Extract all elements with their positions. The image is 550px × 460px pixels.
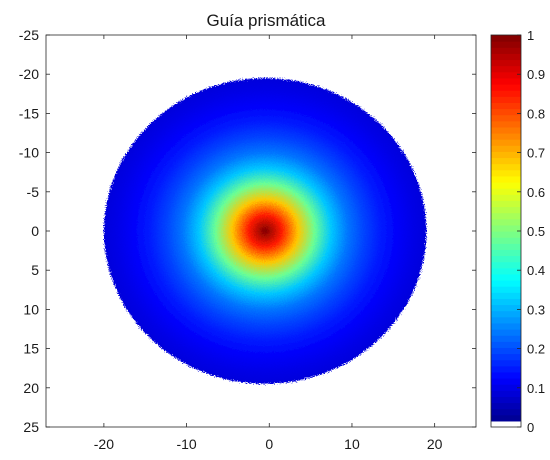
colorbar-band: [491, 47, 521, 54]
y-tick-label: 15: [23, 341, 39, 357]
colorbar-band: [491, 420, 521, 428]
colorbar-band: [491, 53, 521, 61]
colorbar-band: [491, 414, 521, 422]
colorbar-band: [491, 90, 521, 97]
colorbar-band: [491, 206, 521, 214]
colorbar-band: [491, 255, 521, 263]
colorbar-tick-label: 0.8: [527, 106, 545, 121]
colorbar-band: [491, 182, 521, 189]
colorbar-band: [491, 231, 521, 238]
colorbar-band: [491, 59, 521, 67]
intensity-spot: [103, 78, 427, 384]
colorbar-tick-label: 0.9: [527, 67, 545, 82]
colorbar-band: [491, 396, 521, 404]
colorbar-band: [491, 71, 521, 79]
colorbar-band: [491, 65, 521, 73]
x-tick-label: -20: [94, 436, 114, 452]
colorbar-band: [491, 200, 521, 208]
colorbar-band: [491, 273, 521, 281]
y-axis: -25 -20 -15 -10 -5 0 5 10 15 20 25: [19, 27, 476, 435]
x-tick-label: 20: [427, 436, 443, 452]
colorbar-band: [491, 298, 521, 306]
colorbar-band: [491, 114, 521, 122]
colorbar-band: [491, 390, 521, 397]
colorbar-band: [491, 145, 521, 152]
colorbar-band: [491, 261, 521, 269]
y-tick-label: 5: [31, 262, 39, 278]
colorbar-band: [491, 365, 521, 373]
colorbar-band: [491, 329, 521, 336]
colorbar-band: [491, 151, 521, 159]
colorbar-band: [491, 237, 521, 244]
chart-title: Guía prismática: [206, 11, 326, 30]
colorbar-band: [491, 108, 521, 116]
colorbar-band: [491, 102, 521, 110]
y-tick-label: 10: [23, 301, 39, 317]
colorbar-band: [491, 212, 521, 220]
colorbar-band: [491, 335, 521, 342]
colorbar-tick-label: 0: [527, 420, 534, 435]
colorbar-band: [491, 77, 521, 85]
colorbar-band: [491, 371, 521, 379]
colorbar-band: [491, 139, 521, 146]
colorbar: 0 0.1 0.2 0.3 0.4 0.5 0.6 0.7 0.8 0.9 1: [490, 28, 545, 435]
y-tick-label: -25: [19, 27, 39, 43]
colorbar-band: [491, 341, 521, 348]
colorbar-band: [491, 359, 521, 367]
colorbar-tick-label: 0.3: [527, 302, 545, 317]
colorbar-tick-label: 0.7: [527, 146, 545, 161]
colorbar-band: [491, 133, 521, 140]
colorbar-band: [491, 175, 521, 183]
colorbar-band: [491, 347, 521, 355]
colorbar-band: [491, 120, 521, 128]
colorbar-band: [491, 292, 521, 299]
heatmap-area: [46, 35, 476, 427]
colorbar-band: [491, 316, 521, 324]
colorbar-band: [491, 286, 521, 293]
colorbar-tick-label: 1: [527, 28, 534, 43]
y-tick-label: -15: [19, 105, 39, 121]
y-tick-label: 0: [31, 223, 39, 239]
colorbar-band: [491, 249, 521, 257]
colorbar-band: [491, 96, 521, 103]
colorbar-band: [491, 304, 521, 312]
colorbar-band: [491, 163, 521, 171]
colorbar-band: [491, 280, 521, 287]
y-tick-label: -20: [19, 66, 39, 82]
colorbar-band: [491, 322, 521, 330]
colorbar-tick-label: 0.4: [527, 263, 545, 278]
y-tick-label: -10: [19, 145, 39, 161]
colorbar-band: [491, 267, 521, 275]
colorbar-band: [491, 353, 521, 361]
x-tick-label: -10: [176, 436, 196, 452]
colorbar-tick-label: 0.5: [527, 224, 545, 239]
colorbar-band: [491, 402, 521, 410]
colorbar-band: [491, 41, 521, 48]
colorbar-band: [491, 224, 521, 232]
colorbar-band: [491, 243, 521, 250]
colorbar-band: [491, 194, 521, 201]
colorbar-band: [491, 126, 521, 134]
colorbar-band: [491, 157, 521, 165]
colorbar-band: [491, 384, 521, 391]
colorbar-band: [491, 169, 521, 177]
colorbar-band: [491, 378, 521, 385]
colorbar-tick-label: 0.6: [527, 185, 545, 200]
colorbar-band: [491, 310, 521, 318]
colorbar-tick-label: 0.1: [527, 381, 545, 396]
colorbar-band: [491, 35, 521, 42]
colorbar-band: [491, 218, 521, 226]
x-tick-label: 10: [344, 436, 360, 452]
y-tick-label: 20: [23, 380, 39, 396]
x-tick-label: 0: [265, 436, 273, 452]
y-tick-label: -5: [27, 184, 40, 200]
colorbar-band: [491, 188, 521, 195]
colorbar-band: [491, 408, 521, 416]
colorbar-tick-label: 0.2: [527, 342, 545, 357]
y-tick-label: 25: [23, 419, 39, 435]
x-axis: -20 -10 0 10 20: [94, 35, 443, 452]
colorbar-band: [491, 84, 521, 91]
